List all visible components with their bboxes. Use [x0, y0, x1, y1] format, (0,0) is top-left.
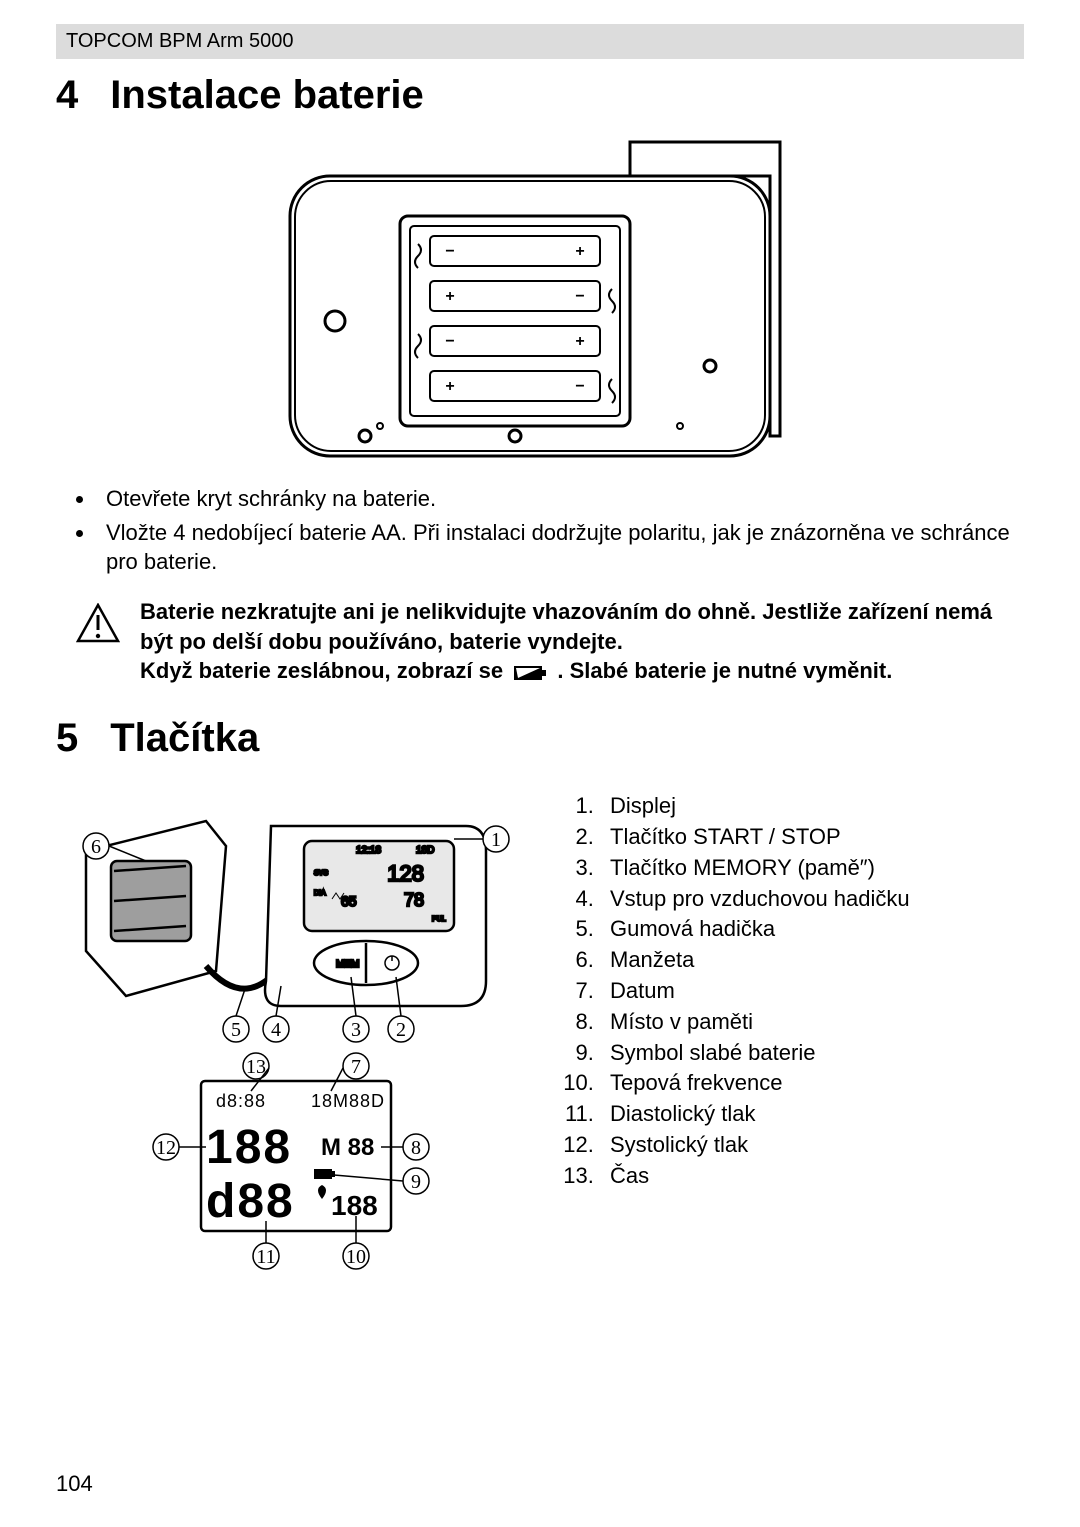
legend-7: Datum [600, 976, 910, 1007]
low-battery-icon [513, 664, 547, 682]
svg-text:−: − [575, 288, 584, 305]
svg-text:188: 188 [206, 1121, 292, 1174]
warning-line1: Baterie nezkratujte ani je nelikvidujte … [140, 597, 1024, 656]
svg-text:SYS: SYS [314, 870, 328, 877]
svg-text:12: 12 [156, 1137, 176, 1159]
svg-text:+: + [445, 378, 454, 395]
svg-text:+: + [575, 243, 584, 260]
legend-5: Gumová hadička [600, 914, 910, 945]
header-bar: TOPCOM BPM Arm 5000 [56, 24, 1024, 59]
svg-text:18M88D: 18M88D [311, 1091, 385, 1111]
legend-13: Čas [600, 1161, 910, 1192]
svg-text:65: 65 [341, 893, 357, 909]
legend-1: Displej [600, 791, 910, 822]
svg-text:1: 1 [491, 829, 501, 851]
section5-title: Tlačítka [110, 716, 259, 761]
svg-text:18D: 18D [416, 845, 434, 856]
warning-block: Baterie nezkratujte ani je nelikvidujte … [76, 597, 1024, 686]
bullet-1: Otevřete kryt schránky na baterie. [96, 484, 1024, 514]
section5-heading: 5 Tlačítka [56, 716, 1024, 761]
legend-4: Vstup pro vzduchovou hadičku [600, 884, 910, 915]
legend-8: Místo v paměti [600, 1007, 910, 1038]
svg-text:−: − [575, 378, 584, 395]
svg-text:M 88: M 88 [321, 1134, 374, 1161]
svg-text:d88: d88 [206, 1175, 295, 1228]
section4-number: 4 [56, 73, 78, 118]
legend-6: Manžeta [600, 945, 910, 976]
svg-text:3: 3 [351, 1019, 361, 1041]
legend-9: Symbol slabé baterie [600, 1038, 910, 1069]
legend-11: Diastolický tlak [600, 1099, 910, 1130]
page-number: 104 [56, 1471, 93, 1497]
svg-text:DIA: DIA [314, 890, 326, 897]
svg-text:PUL: PUL [432, 916, 446, 923]
product-name: TOPCOM BPM Arm 5000 [66, 30, 293, 52]
legend-3: Tlačítko MEMORY (pamě″) [600, 853, 910, 884]
warning-icon [76, 603, 120, 643]
svg-text:11: 11 [256, 1246, 275, 1268]
svg-text:4: 4 [271, 1019, 281, 1041]
svg-text:6: 6 [91, 836, 101, 858]
section4-title: Instalace baterie [110, 73, 424, 118]
svg-text:7: 7 [351, 1056, 361, 1078]
section4-heading: 4 Instalace baterie [56, 73, 1024, 118]
display-diagram: d8:88 18M88D 188 M 88 d88 188 7 8 9 10 1… [106, 1051, 466, 1271]
svg-text:188: 188 [331, 1190, 378, 1221]
svg-text:−: − [445, 243, 454, 260]
svg-text:2: 2 [396, 1019, 406, 1041]
section5-number: 5 [56, 716, 78, 761]
svg-text:10: 10 [346, 1246, 366, 1268]
svg-text:MEM: MEM [336, 959, 359, 970]
battery-figure: + − + − + − + − [56, 136, 1024, 466]
svg-text:d8:88: d8:88 [216, 1091, 266, 1111]
svg-text:12:18: 12:18 [356, 845, 381, 856]
svg-text:+: + [445, 288, 454, 305]
svg-text:+: + [575, 333, 584, 350]
svg-text:78: 78 [404, 890, 424, 910]
bullet-2: Vložte 4 nedobíjecí baterie AA. Při inst… [96, 518, 1024, 577]
svg-text:−: − [445, 333, 454, 350]
legend-12: Systolický tlak [600, 1130, 910, 1161]
section4-bullets: Otevřete kryt schránky na baterie. Vložt… [56, 484, 1024, 577]
device-diagram: 12:18 18D 128 78 65 SYS DIA PUL MEM [56, 791, 516, 1051]
legend-10: Tepová frekvence [600, 1068, 910, 1099]
svg-text:8: 8 [411, 1137, 421, 1159]
svg-text:9: 9 [411, 1171, 421, 1193]
svg-text:5: 5 [231, 1019, 241, 1041]
legend-2: Tlačítko START / STOP [600, 822, 910, 853]
warning-line2: Když baterie zeslábnou, zobrazí se . Sla… [140, 656, 1024, 686]
legend-list: Displej Tlačítko START / STOP Tlačítko M… [546, 791, 910, 1191]
svg-text:128: 128 [387, 861, 424, 886]
